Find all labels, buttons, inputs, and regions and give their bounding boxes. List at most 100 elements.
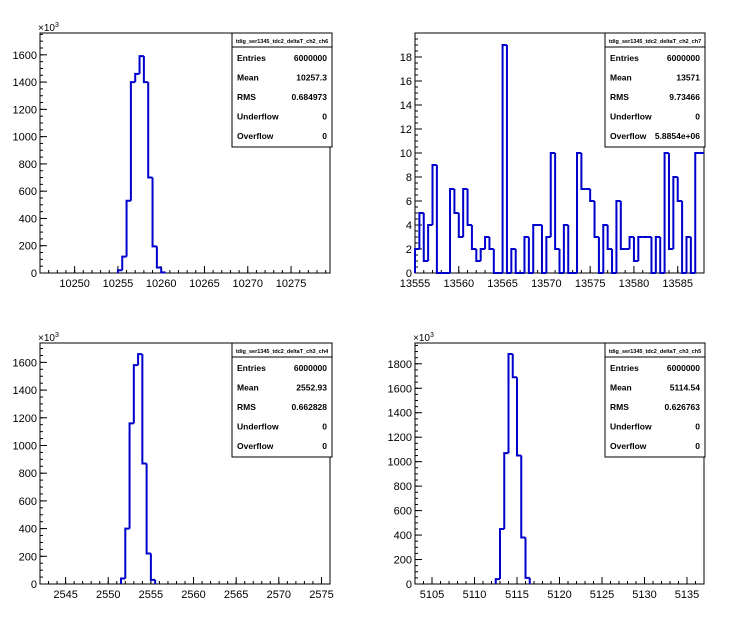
histogram-bin bbox=[457, 213, 464, 238]
stat-key-underflow: Underflow bbox=[237, 422, 279, 432]
histogram-bin bbox=[532, 224, 538, 273]
histogram-bin bbox=[142, 56, 149, 84]
histogram-bin bbox=[632, 237, 639, 262]
x-tick-label: 5115 bbox=[505, 589, 529, 601]
y-tick-label: 1200 bbox=[388, 432, 412, 444]
stat-key-entries: Entries bbox=[237, 363, 266, 373]
stat-value-mean: 13571 bbox=[676, 72, 700, 82]
y-tick-label: 2 bbox=[406, 244, 412, 256]
histogram-bin bbox=[514, 249, 521, 274]
y-exponent-label: ×103 bbox=[38, 22, 59, 34]
histogram-bin bbox=[576, 152, 582, 273]
stat-key-rms: RMS bbox=[610, 402, 629, 412]
histogram-bin bbox=[663, 152, 669, 273]
stat-key-mean: Mean bbox=[610, 72, 632, 82]
x-tick-label: 10275 bbox=[276, 278, 307, 290]
x-tick-label: 5135 bbox=[675, 589, 699, 601]
histogram-bin bbox=[628, 236, 634, 249]
stat-value-rms: 0.662828 bbox=[292, 402, 328, 412]
stat-value-rms: 0.684973 bbox=[292, 92, 328, 102]
stat-key-overflow: Overflow bbox=[237, 131, 274, 141]
y-tick-label: 200 bbox=[394, 555, 412, 567]
stat-key-entries: Entries bbox=[237, 53, 266, 63]
stat-value-entries: 6000000 bbox=[294, 53, 327, 63]
y-tick-label: 200 bbox=[19, 551, 37, 563]
histogram-bin bbox=[160, 267, 166, 274]
x-tick-label: 2550 bbox=[96, 589, 120, 601]
histogram-panel-ch3-ch4: 2545 2550 2555 2560 2565 2570 2575 0 200 400 600 80… bbox=[13, 332, 334, 601]
y-tick-label: 12 bbox=[400, 124, 412, 136]
histogram-bin bbox=[567, 225, 573, 274]
y-exponent-label: ×103 bbox=[38, 332, 59, 344]
y-tick-label: 1000 bbox=[13, 440, 37, 452]
histogram-bin bbox=[462, 188, 468, 237]
histogram-bin bbox=[138, 55, 144, 74]
y-tick-label: 18 bbox=[400, 52, 412, 64]
stats-box: tdig_ser1345_tdc2_deltaT_ch2_ch6 Entries 6… bbox=[231, 32, 333, 148]
histogram-bin bbox=[606, 225, 613, 250]
stat-key-overflow: Overflow bbox=[237, 441, 274, 451]
x-tick-label: 13570 bbox=[531, 278, 562, 290]
stat-value-entries: 6000000 bbox=[667, 363, 700, 373]
y-exponent-value: 3 bbox=[55, 332, 59, 339]
stats-box-frame bbox=[604, 342, 706, 458]
histogram-bin bbox=[449, 188, 455, 273]
histogram-bin bbox=[145, 463, 151, 555]
x-tick-label: 2555 bbox=[139, 589, 163, 601]
histogram-bin bbox=[654, 236, 661, 273]
histogram-bin bbox=[520, 455, 526, 539]
histogram-bin bbox=[499, 527, 505, 580]
histogram-panel-ch3-ch5: 5105 5110 5115 5120 5125 5130 5135 0 200 400 600 80… bbox=[388, 332, 706, 601]
stat-key-entries: Entries bbox=[610, 53, 639, 63]
y-tick-label: 600 bbox=[19, 496, 37, 508]
histogram-bin bbox=[475, 249, 481, 262]
x-tick-label: 13555 bbox=[400, 278, 431, 290]
histogram-bin bbox=[689, 237, 696, 274]
histogram-bin bbox=[503, 452, 509, 529]
histogram-title: tdig_ser1345_tdc2_deltaT_ch2_ch7 bbox=[609, 39, 701, 45]
histogram-bin bbox=[137, 353, 143, 366]
histogram-bin bbox=[128, 422, 134, 529]
stat-key-mean: Mean bbox=[237, 72, 259, 82]
histogram-bin bbox=[147, 82, 153, 179]
histogram-bin bbox=[562, 224, 569, 273]
y-tick-label: 1800 bbox=[388, 359, 412, 371]
histogram-bin bbox=[492, 249, 499, 274]
stats-box: tdig_ser1345_tdc2_deltaT_ch2_ch7 Entries 6… bbox=[604, 32, 706, 148]
x-tick-label: 2565 bbox=[224, 589, 248, 601]
histogram-bin bbox=[125, 199, 131, 257]
y-exponent-value: 3 bbox=[430, 332, 434, 339]
stat-key-overflow: Overflow bbox=[610, 441, 647, 451]
x-tick-label: 2575 bbox=[309, 589, 333, 601]
stat-key-underflow: Underflow bbox=[237, 112, 279, 122]
y-tick-label: 16 bbox=[400, 76, 412, 88]
histogram-bin bbox=[121, 255, 127, 271]
y-tick-label: 0 bbox=[406, 579, 412, 591]
x-tick-label: 13560 bbox=[443, 278, 474, 290]
histogram-panel-ch2-ch6: 10250 10255 10260 10265 10270 10275 0 200 400 600… bbox=[13, 22, 333, 290]
x-tick-label: 10265 bbox=[189, 278, 220, 290]
y-exponent-label: ×103 bbox=[413, 332, 434, 344]
histogram-bin bbox=[129, 81, 136, 201]
x-tick-label: 10250 bbox=[59, 278, 90, 290]
x-tick-label: 13575 bbox=[575, 278, 606, 290]
histogram-bin bbox=[435, 165, 442, 274]
histogram-bin bbox=[418, 212, 424, 249]
histogram-bin bbox=[155, 246, 162, 269]
y-tick-label: 10 bbox=[400, 148, 412, 160]
x-tick-label: 5125 bbox=[590, 589, 614, 601]
histogram-bin bbox=[422, 213, 429, 262]
histogram-bin bbox=[637, 236, 643, 261]
histogram-bin bbox=[414, 248, 420, 273]
histogram-bin bbox=[427, 224, 433, 261]
x-tick-label: 2560 bbox=[181, 589, 205, 601]
histogram-bin bbox=[685, 236, 691, 273]
stat-key-rms: RMS bbox=[610, 92, 629, 102]
histogram-bin bbox=[527, 237, 534, 274]
stat-value-underflow: 0 bbox=[695, 112, 700, 122]
histogram-bin bbox=[611, 249, 617, 274]
x-tick-label: 10255 bbox=[103, 278, 134, 290]
stat-key-mean: Mean bbox=[610, 382, 632, 392]
histogram-bin bbox=[431, 164, 437, 225]
x-tick-label: 5110 bbox=[463, 589, 487, 601]
